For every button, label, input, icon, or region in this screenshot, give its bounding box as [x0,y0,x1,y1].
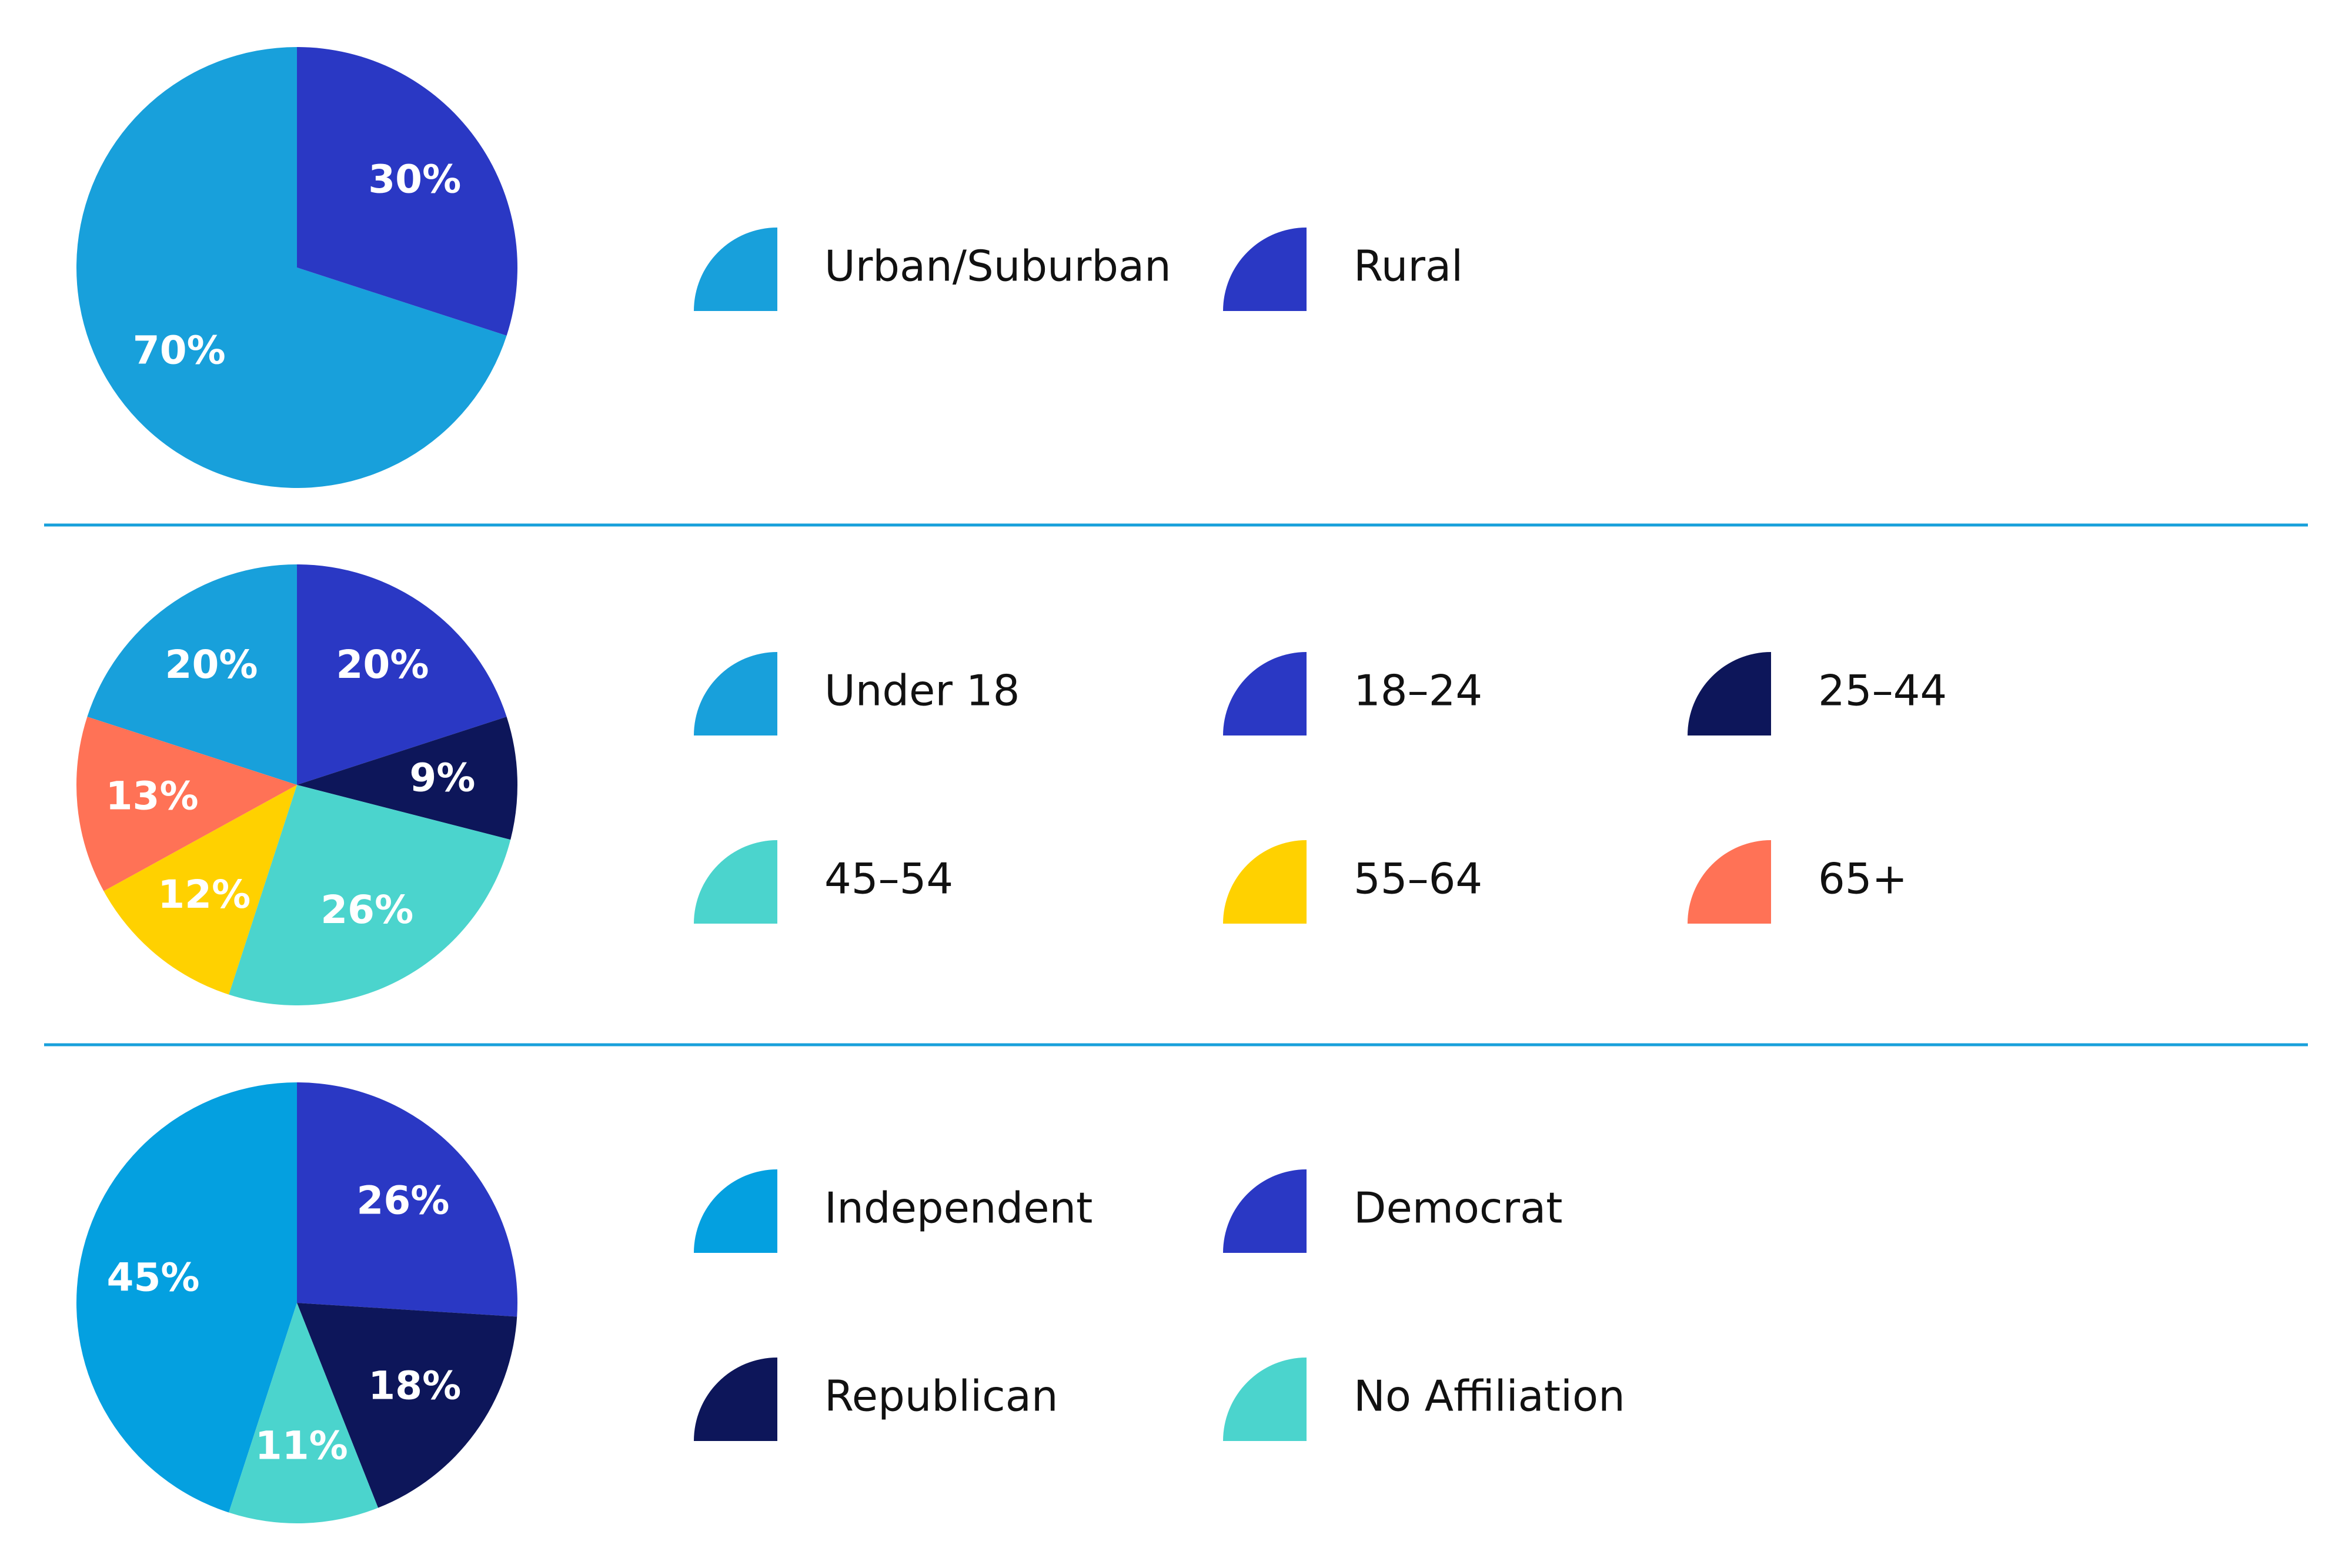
legend-swatch [694,228,777,311]
legend-item-2-5: 55–64 [1223,840,1482,924]
legend-swatch [1223,1169,1307,1253]
legend-item-2-6: 65+ [1688,840,1907,924]
legend-item-2-3: 25–44 [1688,652,1947,735]
pie-chart-1: 70% 30% [76,47,517,488]
pie-slice-2-4 [229,785,511,1005]
legend-label: 45–54 [824,854,953,904]
legend-item-2-4: 45–54 [694,840,953,924]
legend-swatch [1223,840,1307,924]
pie-slice-1-1 [76,47,507,488]
pie-slice-2-5 [103,785,297,995]
legend-label: Independent [824,1183,1093,1233]
pie-chart-3: 45% 26% 18% 11% [76,1082,517,1524]
pie-value-label-2-5: 12% [158,872,250,917]
legend-item-1-1: Urban/Suburban [694,228,1171,311]
pie-value-label-2-6: 13% [106,773,199,818]
legend-label: Under 18 [824,666,1020,716]
legend-label: Republican [824,1372,1058,1421]
pie-value-label-3-2: 26% [356,1178,449,1223]
pie-value-label-3-4: 11% [255,1423,348,1468]
pie-value-label-2-4: 26% [320,887,413,932]
pie-slice-3-3 [297,1303,517,1508]
legend-swatch [1223,652,1307,735]
pie-value-label-1-1: 70% [133,328,226,373]
pie-slice-3-4 [229,1303,379,1524]
pie-value-label-1-2: 30% [368,157,461,202]
legend-item-3-1: Independent [694,1169,1093,1253]
legend-label: 18–24 [1354,666,1482,716]
pie-slice-3-2 [297,1082,517,1317]
legend-label: Democrat [1354,1183,1562,1233]
legend-item-3-3: Republican [694,1358,1058,1441]
pie-slice-2-2 [297,564,507,785]
pie-value-label-3-3: 18% [368,1363,461,1409]
legend-item-2-2: 18–24 [1223,652,1482,735]
legend-swatch [1688,652,1771,735]
legend-item-3-2: Democrat [1223,1169,1562,1253]
pie-chart-2: 20% 20% 9% 26% 12% 13% [76,564,517,1005]
pie-value-label-2-2: 20% [336,642,429,687]
pie-slice-2-1 [87,564,297,785]
legend-swatch [1688,840,1771,924]
legend-swatch [694,652,777,735]
legend-label: Urban/Suburban [824,242,1171,291]
legend-label: Rural [1354,242,1463,291]
legend-label: No Affiliation [1354,1372,1625,1421]
pie-slice-2-3 [297,717,517,840]
legend-swatch [1223,1358,1307,1441]
legend-label: 25–44 [1818,666,1947,716]
legend-swatch [1223,228,1307,311]
legend-swatch [694,840,777,924]
legend-swatch [694,1169,777,1253]
legend-label: 65+ [1818,854,1907,904]
pie-slice-2-6 [76,717,297,891]
legend-item-2-1: Under 18 [694,652,1020,735]
legend-label: 55–64 [1354,854,1482,904]
pie-value-label-2-1: 20% [165,642,258,687]
pie-slice-3-1 [76,1082,297,1513]
pie-slice-1-2 [297,47,517,336]
pie-value-label-2-3: 9% [409,755,475,800]
pie-value-label-3-1: 45% [107,1255,200,1300]
legend-item-3-4: No Affiliation [1223,1358,1625,1441]
legend-item-1-2: Rural [1223,228,1463,311]
legend-swatch [694,1358,777,1441]
